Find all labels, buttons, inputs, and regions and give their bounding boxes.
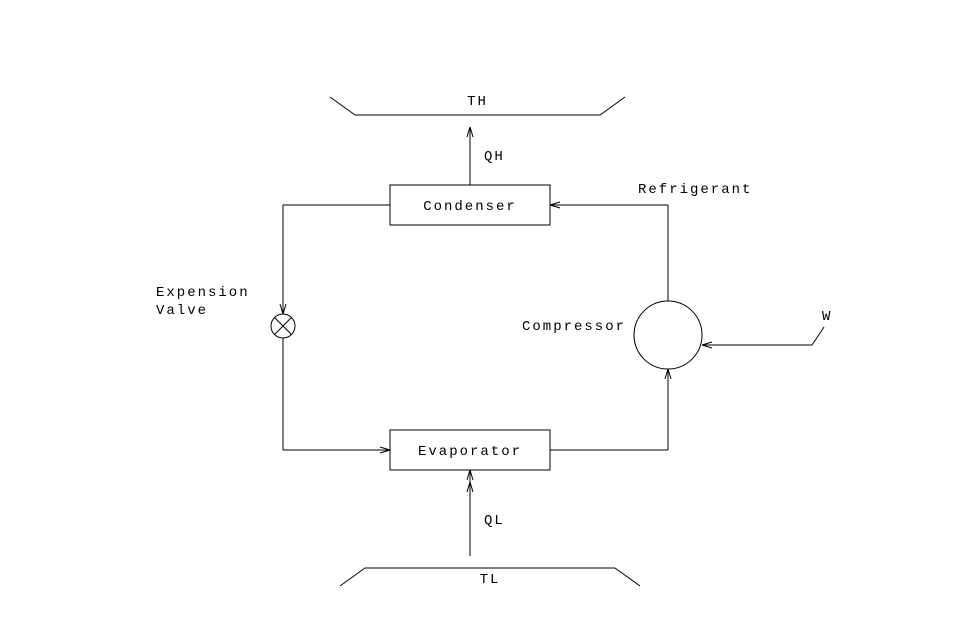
th-label: TH <box>467 94 488 110</box>
evaporator-label: Evaporator <box>418 444 522 460</box>
qh-label: QH <box>484 149 505 165</box>
w-label: W <box>822 309 832 325</box>
compressor-circle <box>634 301 702 369</box>
refrigerant-label: Refrigerant <box>638 182 752 198</box>
tl-label: TL <box>480 572 501 588</box>
expansion-label-2: Valve <box>156 303 208 319</box>
expansion-label-1: Expension <box>156 285 250 301</box>
compressor-label: Compressor <box>522 319 626 335</box>
ql-label: QL <box>484 513 505 529</box>
condenser-label: Condenser <box>423 199 517 215</box>
